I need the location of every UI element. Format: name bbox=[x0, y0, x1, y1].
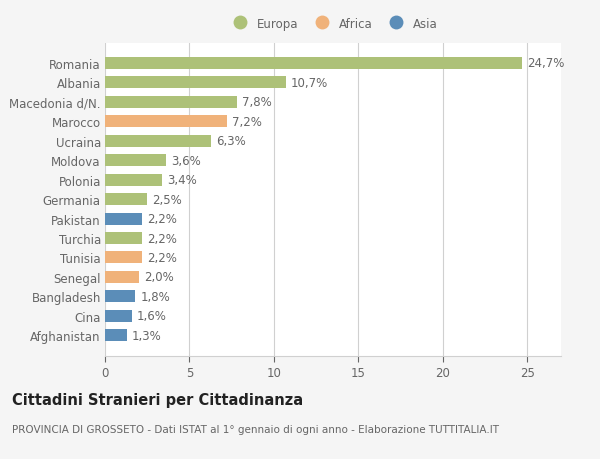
Text: 2,5%: 2,5% bbox=[152, 193, 182, 206]
Bar bbox=[105, 194, 147, 206]
Text: 1,8%: 1,8% bbox=[140, 290, 170, 303]
Text: 2,2%: 2,2% bbox=[147, 213, 177, 225]
Bar bbox=[105, 116, 227, 128]
Bar bbox=[105, 155, 166, 167]
Text: 3,4%: 3,4% bbox=[167, 174, 197, 187]
Text: 10,7%: 10,7% bbox=[291, 77, 328, 90]
Bar bbox=[105, 330, 127, 341]
Text: Cittadini Stranieri per Cittadinanza: Cittadini Stranieri per Cittadinanza bbox=[12, 392, 303, 408]
Text: 3,6%: 3,6% bbox=[171, 154, 200, 168]
Bar bbox=[105, 310, 132, 322]
Text: 6,3%: 6,3% bbox=[217, 135, 246, 148]
Bar bbox=[105, 271, 139, 283]
Text: 1,3%: 1,3% bbox=[132, 329, 162, 342]
Text: 2,0%: 2,0% bbox=[144, 271, 173, 284]
Bar bbox=[105, 252, 142, 264]
Bar bbox=[105, 174, 163, 186]
Bar bbox=[105, 77, 286, 89]
Bar bbox=[105, 232, 142, 245]
Bar bbox=[105, 291, 136, 303]
Bar bbox=[105, 213, 142, 225]
Legend: Europa, Africa, Asia: Europa, Africa, Asia bbox=[226, 15, 440, 33]
Bar bbox=[105, 135, 211, 147]
Text: 2,2%: 2,2% bbox=[147, 252, 177, 264]
Text: 24,7%: 24,7% bbox=[527, 57, 565, 70]
Text: 2,2%: 2,2% bbox=[147, 232, 177, 245]
Text: PROVINCIA DI GROSSETO - Dati ISTAT al 1° gennaio di ogni anno - Elaborazione TUT: PROVINCIA DI GROSSETO - Dati ISTAT al 1°… bbox=[12, 425, 499, 435]
Text: 7,2%: 7,2% bbox=[232, 116, 262, 129]
Text: 7,8%: 7,8% bbox=[242, 96, 272, 109]
Bar bbox=[105, 96, 237, 109]
Bar bbox=[105, 58, 522, 70]
Text: 1,6%: 1,6% bbox=[137, 310, 167, 323]
